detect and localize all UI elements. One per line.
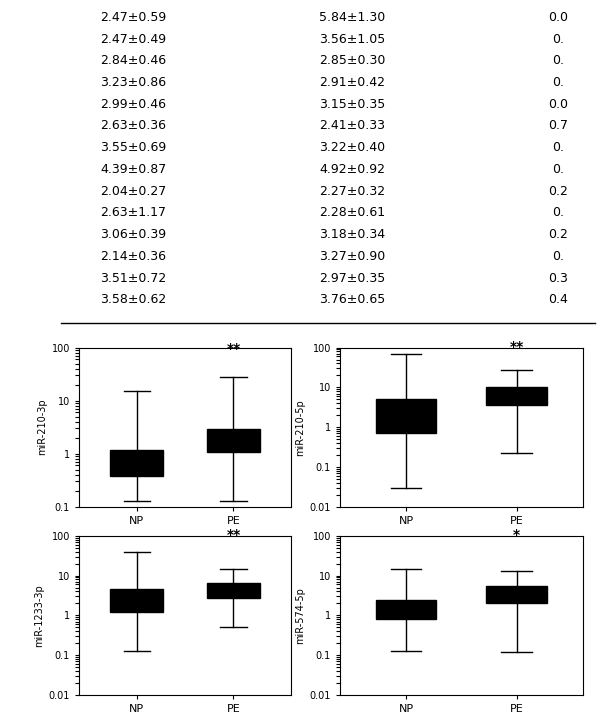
- Text: 2.04±0.27: 2.04±0.27: [100, 185, 167, 198]
- Y-axis label: miR-574-5p: miR-574-5p: [296, 587, 305, 644]
- Text: **: **: [226, 342, 240, 355]
- Y-axis label: miR-210-3p: miR-210-3p: [38, 399, 47, 455]
- Text: 0.0: 0.0: [549, 11, 568, 24]
- Text: 2.27±0.32: 2.27±0.32: [319, 185, 385, 198]
- Text: 0.0: 0.0: [549, 98, 568, 111]
- Text: 0.4: 0.4: [549, 293, 568, 306]
- Text: 0.: 0.: [552, 33, 565, 46]
- Text: 3.23±0.86: 3.23±0.86: [101, 76, 166, 89]
- Text: 0.2: 0.2: [549, 228, 568, 241]
- Text: 2.99±0.46: 2.99±0.46: [101, 98, 166, 111]
- Text: 2.85±0.30: 2.85±0.30: [319, 54, 385, 67]
- Text: 5.84±1.30: 5.84±1.30: [319, 11, 385, 24]
- Text: 3.55±0.69: 3.55±0.69: [100, 141, 167, 154]
- Text: 3.58±0.62: 3.58±0.62: [100, 293, 167, 306]
- Text: 0.: 0.: [552, 141, 565, 154]
- Text: 0.3: 0.3: [549, 272, 568, 285]
- Text: 2.14±0.36: 2.14±0.36: [101, 250, 166, 263]
- Text: 2.28±0.61: 2.28±0.61: [319, 206, 385, 219]
- Text: 3.56±1.05: 3.56±1.05: [319, 33, 385, 46]
- Text: **: **: [226, 528, 240, 542]
- Text: 0.: 0.: [552, 163, 565, 176]
- PathPatch shape: [376, 400, 436, 434]
- PathPatch shape: [376, 599, 436, 619]
- Text: 2.63±0.36: 2.63±0.36: [101, 119, 166, 132]
- Text: 0.2: 0.2: [549, 185, 568, 198]
- Text: 2.91±0.42: 2.91±0.42: [319, 76, 385, 89]
- Text: 4.92±0.92: 4.92±0.92: [319, 163, 385, 176]
- Text: *: *: [513, 528, 520, 542]
- PathPatch shape: [486, 586, 547, 603]
- Text: 3.22±0.40: 3.22±0.40: [319, 141, 385, 154]
- Text: 2.63±1.17: 2.63±1.17: [101, 206, 166, 219]
- Text: 0.: 0.: [552, 206, 565, 219]
- PathPatch shape: [110, 589, 163, 613]
- Text: 4.39±0.87: 4.39±0.87: [100, 163, 167, 176]
- Text: 3.06±0.39: 3.06±0.39: [101, 228, 166, 241]
- Text: 2.47±0.59: 2.47±0.59: [100, 11, 167, 24]
- PathPatch shape: [486, 387, 547, 405]
- PathPatch shape: [207, 583, 260, 597]
- Text: **: **: [509, 340, 524, 354]
- Text: 0.: 0.: [552, 54, 565, 67]
- Text: 2.47±0.49: 2.47±0.49: [101, 33, 166, 46]
- Text: 3.18±0.34: 3.18±0.34: [319, 228, 385, 241]
- Text: 2.97±0.35: 2.97±0.35: [319, 272, 385, 285]
- Text: 2.84±0.46: 2.84±0.46: [101, 54, 166, 67]
- Text: 3.51±0.72: 3.51±0.72: [100, 272, 167, 285]
- Text: 0.7: 0.7: [549, 119, 568, 132]
- Text: 3.76±0.65: 3.76±0.65: [319, 293, 385, 306]
- PathPatch shape: [110, 450, 163, 476]
- Text: 0.: 0.: [552, 250, 565, 263]
- Y-axis label: miR-210-5p: miR-210-5p: [296, 399, 305, 455]
- Y-axis label: miR-1233-3p: miR-1233-3p: [35, 584, 44, 647]
- PathPatch shape: [207, 429, 260, 452]
- Text: 3.27±0.90: 3.27±0.90: [319, 250, 385, 263]
- Text: 2.41±0.33: 2.41±0.33: [319, 119, 385, 132]
- Text: 0.: 0.: [552, 76, 565, 89]
- Text: 3.15±0.35: 3.15±0.35: [319, 98, 385, 111]
